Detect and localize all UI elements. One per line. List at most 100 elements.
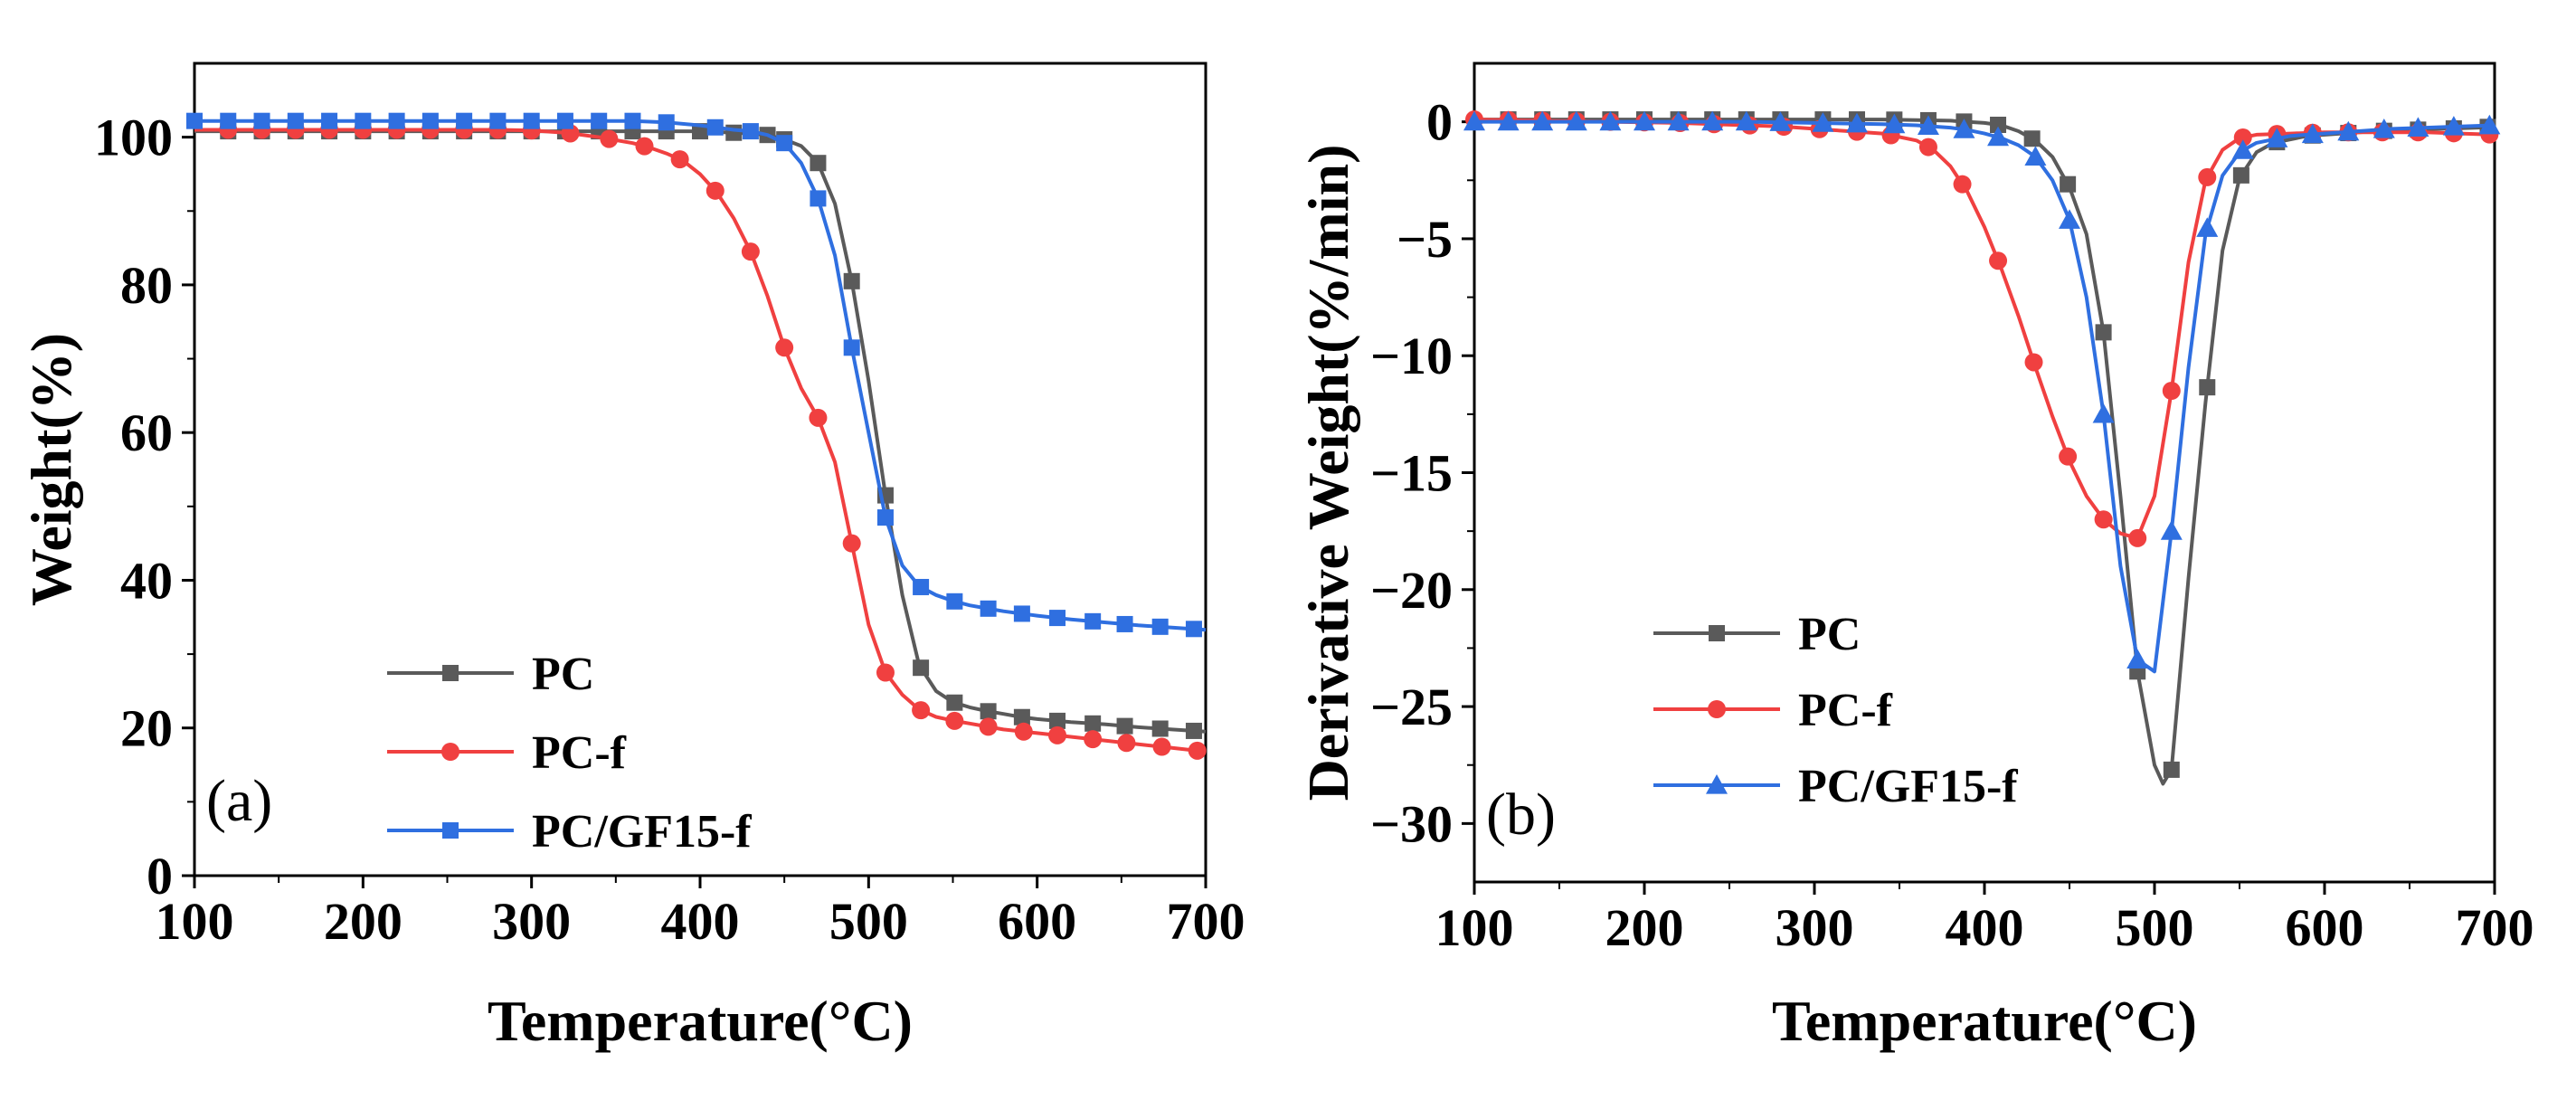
data-point [775, 338, 794, 357]
data-point [706, 181, 724, 200]
x-tick-label-a: 300 [492, 892, 571, 951]
data-point [725, 124, 743, 141]
y-tick-label-a: 0 [147, 847, 173, 906]
data-point [1918, 138, 1937, 156]
data-point [1953, 119, 1975, 138]
data-point [1987, 126, 2010, 147]
x-tick-label-a: 500 [829, 892, 908, 951]
legend-label: PC/GF15-f [1798, 761, 2018, 812]
x-axis-title-b: Temperature(°C) [1772, 989, 2197, 1053]
plot-frame-b [1473, 62, 2496, 884]
data-point [809, 408, 828, 427]
legend-marker [441, 743, 459, 761]
plot-frame-a [193, 62, 1208, 877]
y-tick-label-b: −10 [1370, 327, 1453, 385]
data-point [1151, 720, 1169, 737]
data-point [624, 112, 641, 129]
data-point [980, 600, 997, 617]
data-point [2024, 146, 2047, 166]
data-point [2060, 175, 2077, 193]
panel-label-b: (b) [1486, 782, 1556, 848]
data-point [2128, 528, 2147, 547]
legend-marker [1706, 774, 1728, 794]
data-point [1084, 612, 1102, 630]
data-point [2301, 123, 2324, 144]
data-point [2442, 116, 2465, 136]
y-tick-label-b: −20 [1370, 561, 1453, 620]
data-point [186, 112, 203, 129]
data-point [1013, 708, 1030, 725]
data-point [2023, 130, 2041, 147]
series-b-pc [1474, 111, 2496, 786]
data-point [635, 137, 654, 156]
data-point [1735, 110, 1757, 131]
data-point [600, 129, 619, 148]
y-tick-label-a: 40 [120, 551, 173, 610]
panel-b-derivative-weight-chart: 100 200 300 400 500 600 700 0 −5 −10 −15 −20 −25 −30 T… [1296, 62, 2534, 1053]
data-point [2163, 761, 2180, 778]
data-point [2337, 120, 2360, 141]
x-tick-label-b: 500 [2116, 898, 2194, 957]
x-tick-label-a: 200 [324, 892, 402, 951]
data-point [1084, 730, 1103, 749]
series-line [194, 129, 1207, 734]
data-point [2160, 520, 2183, 540]
x-axis-title-a: Temperature(°C) [488, 989, 913, 1053]
data-point [1048, 725, 1067, 744]
data-point [1188, 741, 1207, 760]
data-point [706, 119, 724, 136]
data-point [741, 242, 760, 261]
data-point [456, 112, 473, 129]
y-tick-label-a: 100 [94, 109, 173, 167]
data-point [287, 112, 304, 129]
data-point [1769, 111, 1792, 131]
data-point [556, 112, 573, 129]
data-point [876, 509, 894, 526]
data-point [253, 112, 270, 129]
data-point [2198, 167, 2217, 186]
data-point [2059, 447, 2078, 466]
series-line [1474, 118, 2496, 786]
data-point [388, 112, 405, 129]
data-point [2232, 166, 2249, 184]
legend-b: PC PC-f PC/GF15-f [1653, 609, 2018, 812]
y-axis-title-a: Weight(%) [19, 333, 83, 606]
data-point [321, 112, 338, 129]
x-tick-label-b: 300 [1776, 898, 1854, 957]
x-tick-label-a: 100 [156, 892, 234, 951]
data-point [1883, 113, 1906, 134]
data-point [1990, 117, 2007, 134]
data-point [1953, 175, 1972, 194]
legend-marker [1709, 625, 1725, 641]
data-point [810, 190, 827, 207]
y-tick-label-a: 80 [120, 256, 173, 315]
data-point [980, 703, 997, 720]
data-point [220, 112, 237, 129]
series-line [1474, 119, 2496, 674]
data-point [979, 717, 998, 736]
legend-label: PC/GF15-f [532, 806, 752, 858]
series-a-pc-gf15-f [186, 112, 1207, 638]
data-point [1014, 722, 1033, 741]
x-tick-label-b: 700 [2456, 898, 2534, 957]
x-tick-label-a: 600 [998, 892, 1076, 951]
data-point [946, 593, 963, 610]
data-point [2407, 117, 2429, 138]
data-point [2094, 510, 2113, 529]
x-tick-label-b: 200 [1605, 898, 1684, 957]
data-point [1185, 722, 1202, 739]
data-point [1013, 605, 1030, 622]
data-point [1812, 112, 1834, 132]
data-point [1989, 251, 2008, 270]
data-point [2266, 128, 2288, 147]
data-point [810, 155, 827, 172]
y-tick-label-a: 60 [120, 403, 173, 462]
data-point [523, 112, 540, 129]
data-point [670, 150, 689, 169]
y-tick-label-a: 20 [120, 699, 173, 758]
data-point [2233, 128, 2252, 147]
data-point [1049, 610, 1066, 627]
legend-label: PC [1798, 609, 1861, 660]
data-point [658, 114, 675, 131]
